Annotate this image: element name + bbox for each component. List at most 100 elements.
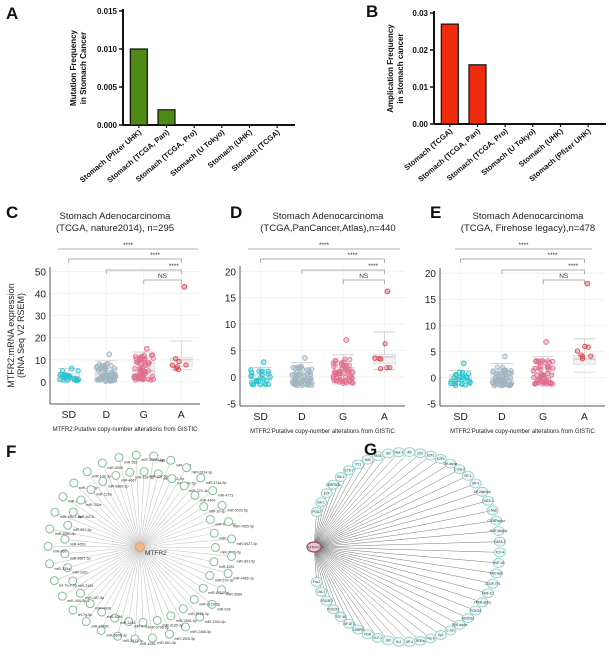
y-tick-label: 20 [225, 267, 237, 278]
tf-node-label: Ik-1 [396, 640, 402, 644]
network-edge [313, 458, 441, 548]
mirna-node [164, 629, 174, 639]
mirna-node-label: miR-6767-5p [208, 591, 229, 595]
mirna-node-label: miR-7856-5p [176, 619, 197, 623]
panel-label-a: A [6, 4, 19, 23]
network-edge [313, 546, 451, 631]
network-edge [62, 496, 141, 548]
mirna-node [149, 451, 159, 461]
significance-label: NS [359, 273, 369, 280]
data-point [137, 355, 143, 361]
mirna-node-label: miR-331-5p [149, 475, 168, 479]
data-point [550, 358, 556, 364]
network-edge [313, 491, 483, 548]
tf-node [371, 633, 384, 643]
tf-node-label: PPAR-alpha [474, 600, 492, 604]
mirna-node-label: miR-3920a-5p [141, 458, 164, 462]
box-plot-nature2014: Stomach Adenocarcinoma(TCGA, nature2014)… [6, 211, 200, 433]
mirna-node [139, 467, 149, 477]
y-tick-label: 0.02 [412, 46, 428, 55]
network-edge [313, 459, 368, 548]
network-edge [139, 546, 186, 628]
mirna-node-label: miR-4773 [218, 494, 234, 498]
network-edge [135, 455, 141, 548]
mirna-node [98, 476, 108, 486]
network-edge [134, 546, 141, 639]
chart-title: Stomach Adenocarcinoma [473, 211, 585, 222]
mirna-node [205, 571, 215, 581]
network-edge [73, 482, 141, 548]
network-edge [313, 546, 399, 642]
data-point [294, 372, 300, 379]
mirna-node [45, 559, 55, 569]
data-point [338, 377, 344, 383]
y-tick-label: 5 [430, 347, 436, 358]
data-point [249, 381, 256, 388]
significance-label: **** [150, 252, 161, 259]
x-tick-label: D [102, 409, 110, 421]
network-edge [313, 546, 499, 564]
data-point [490, 369, 496, 375]
network-edge [114, 546, 141, 619]
tf-node [482, 495, 494, 506]
network-edge [86, 471, 141, 548]
mirna-node [166, 611, 176, 621]
network-edge [313, 546, 483, 603]
mirna-node-label: miR-1283b [91, 625, 109, 629]
network-edge [85, 546, 141, 622]
mirna-node [209, 557, 219, 567]
data-point [294, 364, 300, 370]
data-point [467, 379, 473, 385]
mirna-node-label: miR-891-5p [237, 559, 256, 563]
mirna-node-label: miR-3662 [219, 536, 235, 540]
significance-label: **** [319, 242, 330, 249]
data-point [331, 363, 337, 370]
tf-node-label: ELF-1 [373, 636, 382, 640]
x-tick-label: D [298, 411, 306, 423]
y-tick-label: 30 [35, 312, 47, 323]
network-edge [139, 546, 213, 605]
tf-node-label: PGR [364, 633, 372, 637]
significance-bracket [68, 258, 182, 263]
data-point [451, 375, 457, 381]
mirna-node [68, 576, 78, 586]
network-edge [139, 546, 172, 616]
y-tick-label: 0 [40, 378, 46, 389]
y-tick-label: 0.005 [97, 83, 118, 92]
network-edge [139, 546, 204, 589]
x-tick-label: D [498, 411, 506, 423]
data-point [538, 358, 544, 364]
data-point [102, 363, 108, 369]
network-edge [139, 532, 215, 548]
network-edge [313, 546, 410, 643]
tf-node-label: CEBPB [353, 628, 364, 632]
network-edge [139, 490, 213, 548]
tf-node-label: HOXD10 [462, 616, 475, 620]
tf-node-label: RORa [416, 639, 425, 643]
network-edge [139, 546, 170, 635]
y-tick-label: -5 [427, 399, 436, 410]
mirna-node-label: miR-30-3p [209, 510, 226, 514]
data-point [307, 371, 313, 378]
mirna-node [131, 450, 141, 460]
y-tick-label: 5 [230, 347, 236, 358]
bar [129, 48, 148, 126]
mirna-node-label: miR-374a-5p [206, 481, 227, 485]
tf-node-label: GATA-2 [494, 540, 505, 544]
mirna-node [75, 588, 85, 598]
network-edge [313, 546, 500, 553]
network-edge [118, 457, 141, 548]
tf-node [490, 568, 503, 579]
network-edge [73, 511, 141, 548]
mirna-node [97, 458, 107, 468]
data-point [141, 376, 147, 382]
data-point [102, 378, 109, 384]
mirna-node-label: miR-4653 [70, 542, 86, 546]
tf-node-label: TAR-beta [490, 572, 504, 576]
mirna-node [60, 534, 70, 544]
x-tick-label: Stomach (TCGA) [230, 127, 282, 173]
mirna-node [114, 452, 124, 462]
network-edge [313, 464, 359, 548]
tf-node-label: c-Myb [488, 509, 497, 513]
tf-node [486, 505, 499, 516]
